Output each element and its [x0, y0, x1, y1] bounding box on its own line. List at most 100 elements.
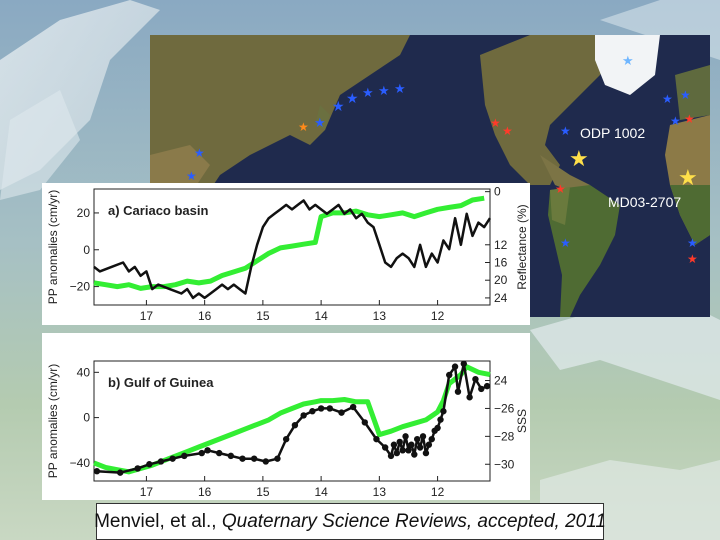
y-right-tick-label: 24 [494, 374, 508, 388]
series-line [93, 199, 492, 300]
data-point [399, 447, 406, 454]
data-point [227, 452, 235, 460]
data-point [402, 433, 409, 440]
data-point [309, 408, 316, 415]
europe-landmass [675, 65, 710, 120]
star-icon: ★ [346, 90, 359, 106]
site-star-md032707-icon: ★ [678, 165, 698, 190]
x-tick-label: 17 [140, 309, 154, 323]
x-tick-label: 17 [140, 485, 154, 499]
north-america-landmass [480, 35, 620, 185]
data-point [408, 441, 415, 448]
data-point [405, 447, 412, 454]
chart-b-svg: 17 16 15 14 13 12 40 0 −40 24 −26 −28 −30 PP anomalie… [46, 360, 529, 499]
data-point [446, 371, 453, 379]
y-right-tick-label: −30 [494, 457, 515, 471]
data-point [326, 405, 334, 412]
star-icon: ★ [560, 124, 571, 138]
y-axis-label: PP anomalies (cm/yr) [46, 190, 60, 304]
data-point [419, 433, 427, 440]
data-point [157, 458, 165, 465]
chart-panel-b: 17 16 15 14 13 12 40 0 −40 24 −26 −28 −30 PP anomalie… [42, 333, 530, 500]
star-icon: ★ [555, 182, 566, 196]
data-point [300, 412, 307, 419]
data-point [216, 449, 223, 457]
star-icon: ★ [194, 146, 205, 160]
data-point [416, 444, 424, 451]
data-point [361, 419, 368, 426]
x-tick-label: 15 [256, 485, 270, 499]
data-point [169, 455, 176, 462]
data-point [387, 452, 395, 460]
data-point [425, 441, 433, 448]
star-icon: ★ [670, 114, 681, 128]
star-icon: ★ [662, 92, 673, 106]
star-icon: ★ [687, 252, 698, 266]
x-tick-label: 14 [314, 309, 328, 323]
site-star-odp1002-icon: ★ [569, 146, 589, 171]
star-icon: ★ [314, 115, 326, 130]
data-point [393, 449, 401, 457]
south-america-landmass [548, 185, 620, 317]
data-point [396, 438, 403, 446]
data-point [204, 447, 211, 454]
data-point [274, 455, 281, 462]
y-right-tick-label: −26 [494, 401, 515, 415]
data-point [349, 403, 357, 411]
data-point [181, 452, 188, 460]
y-axis-label: PP anomalies (cm/yr) [46, 364, 60, 478]
data-point [428, 435, 435, 443]
data-point [454, 388, 462, 395]
chart-title: b) Gulf of Guinea [108, 375, 214, 390]
star-icon: ★ [332, 98, 345, 114]
data-point [317, 405, 325, 412]
data-point [93, 468, 101, 475]
y-tick-label: 0 [83, 243, 90, 257]
x-tick-label: 14 [314, 485, 328, 499]
data-point [262, 458, 269, 465]
eurasia-landmass [150, 35, 410, 205]
x-tick-label: 16 [198, 485, 212, 499]
y-right-tick-label: 12 [494, 238, 508, 252]
data-point [146, 461, 153, 468]
data-point [338, 409, 345, 416]
x-tick-label: 12 [431, 309, 445, 323]
y-right-tick-label: 16 [494, 255, 508, 269]
data-point [437, 416, 444, 423]
site-label-odp1002: ODP 1002 [580, 125, 645, 141]
data-point [239, 455, 246, 462]
y-tick-label: −20 [70, 280, 91, 294]
y-right-tick-label: −28 [494, 429, 515, 443]
data-point [282, 435, 290, 443]
star-icon: ★ [186, 169, 197, 183]
y-tick-label: 0 [83, 411, 90, 425]
data-point [250, 455, 258, 462]
japan-landmass [315, 105, 330, 130]
data-point [390, 441, 398, 448]
x-tick-label: 15 [256, 309, 270, 323]
y-right-tick-label: 0 [494, 185, 501, 199]
y-right-axis-label: Reflectance (%) [515, 204, 529, 289]
data-point [440, 408, 447, 415]
data-point [291, 421, 299, 429]
citation-journal: Quaternary Science Reviews, accepted, 20… [221, 510, 606, 532]
star-icon: ★ [622, 53, 634, 68]
chart-panel-a: 17 16 15 14 13 12 20 0 −20 0 12 16 20 24 PP anomalies … [42, 183, 530, 325]
data-point [483, 382, 491, 390]
star-icon: ★ [680, 88, 691, 102]
y-right-tick-label: 24 [494, 291, 508, 305]
data-point [373, 435, 380, 443]
data-point [117, 469, 124, 476]
y-right-axis-label: SSS [515, 409, 529, 433]
x-tick-label: 13 [373, 485, 387, 499]
x-tick-label: 16 [198, 309, 212, 323]
chart-a-svg: 17 16 15 14 13 12 20 0 −20 0 12 16 20 24 PP anomalies … [46, 185, 529, 323]
star-icon: ★ [684, 112, 695, 126]
star-icon: ★ [378, 83, 390, 98]
x-tick-label: 13 [373, 309, 387, 323]
x-tick-label: 12 [431, 485, 445, 499]
data-point [466, 394, 473, 401]
data-point [134, 465, 141, 472]
y-right-tick-label: 20 [494, 273, 508, 287]
data-point [460, 360, 467, 367]
